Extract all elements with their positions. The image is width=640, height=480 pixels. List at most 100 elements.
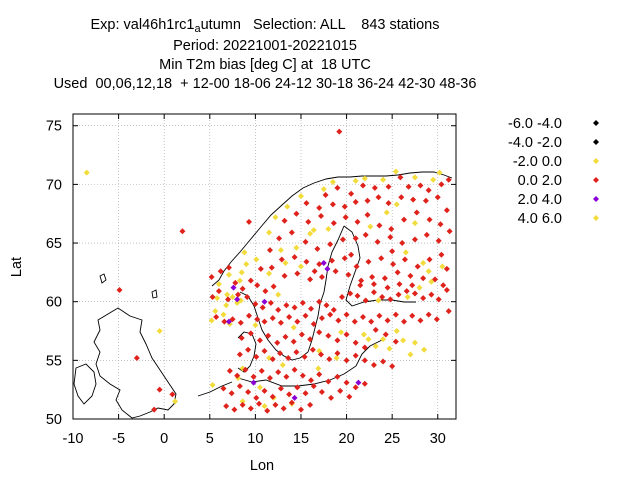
data-point-series-3: [370, 289, 377, 296]
data-point-series-3: [299, 372, 306, 379]
data-point-series-3: [352, 339, 359, 346]
data-point-series-3: [388, 225, 395, 232]
coastline-sweden-south: [239, 291, 309, 361]
data-point-series-3: [348, 251, 355, 258]
plot-frame: [72, 113, 457, 420]
x-tick-label: 10: [247, 431, 263, 447]
data-point-series-3: [277, 319, 284, 326]
data-point-series-3: [314, 245, 321, 252]
data-point-series-3: [392, 338, 399, 345]
data-point-series-3: [414, 263, 421, 270]
data-point-series-2: [416, 284, 423, 291]
data-point-series-3: [156, 386, 163, 393]
data-point-series-4: [320, 259, 327, 266]
data-point-series-3: [417, 182, 424, 189]
data-point-series-3: [357, 282, 364, 289]
x-axis-title: Lon: [250, 458, 274, 474]
data-point-series-3: [316, 329, 323, 336]
data-point-series-3: [280, 405, 287, 412]
data-point-series-2: [400, 337, 407, 344]
y-axis-title: Lat: [9, 257, 25, 277]
data-point-series-3: [308, 377, 315, 384]
data-point-series-3: [245, 218, 252, 225]
data-point-series-2: [310, 227, 317, 234]
data-point-series-2: [393, 201, 400, 208]
data-point-series-2: [266, 270, 273, 277]
data-point-series-2: [209, 381, 216, 388]
data-point-series-3: [330, 306, 337, 313]
data-point-series-3: [268, 264, 275, 271]
data-point-series-4: [355, 379, 362, 386]
y-tick-label: 50: [46, 412, 62, 428]
data-point-series-3: [235, 291, 242, 298]
data-point-series-3: [281, 217, 288, 224]
y-tick-label: 75: [46, 119, 62, 135]
data-point-series-3: [318, 315, 325, 322]
x-tick-label: 0: [160, 431, 168, 447]
data-point-series-3: [302, 390, 309, 397]
data-point-series-3: [369, 274, 376, 281]
data-point-series-3: [346, 393, 353, 400]
data-point-series-3: [422, 197, 429, 204]
data-point-series-3: [250, 373, 257, 380]
legend-label: -6.0 -4.0: [508, 116, 562, 132]
data-point-series-3: [247, 405, 254, 412]
data-point-series-3: [438, 251, 445, 258]
data-point-series-3: [316, 371, 323, 378]
data-point-series-3: [327, 311, 334, 318]
data-point-series-3: [347, 290, 354, 297]
x-tick-label: 20: [339, 431, 355, 447]
data-point-series-2: [380, 336, 387, 343]
data-point-series-3: [274, 339, 281, 346]
coastline-netherlands: [197, 381, 233, 397]
coastline-uk: [93, 307, 177, 419]
data-point-series-2: [290, 324, 297, 331]
data-point-series-3: [334, 184, 341, 191]
data-point-series-4: [261, 298, 268, 305]
data-point-series-2: [383, 209, 390, 216]
data-point-series-2: [380, 176, 387, 183]
data-point-series-4: [291, 394, 298, 401]
data-point-series-2: [253, 256, 260, 263]
data-point-series-3: [328, 257, 335, 264]
data-point-series-3: [323, 302, 330, 309]
data-point-series-2: [439, 263, 446, 270]
data-point-series-3: [343, 357, 350, 364]
data-point-series-3: [435, 237, 442, 244]
data-point-series-3: [294, 384, 301, 391]
data-point-series-3: [221, 318, 228, 325]
data-point-series-3: [385, 183, 392, 190]
data-point-series-3: [351, 318, 358, 325]
data-point-series-2: [325, 225, 332, 232]
data-point-series-3: [238, 335, 245, 342]
data-point-series-2: [372, 343, 379, 350]
data-point-series-4: [234, 296, 241, 303]
data-point-series-3: [285, 355, 292, 361]
data-point-series-2: [297, 193, 304, 200]
data-point-series-3: [334, 337, 341, 344]
data-point-series-3: [283, 373, 290, 380]
data-points: [83, 128, 453, 414]
data-point-series-3: [332, 268, 339, 275]
data-point-series-2: [293, 244, 300, 251]
data-point-series-3: [343, 331, 350, 338]
data-point-series-3: [330, 220, 337, 227]
data-point-series-3: [286, 391, 293, 398]
data-point-series-3: [257, 265, 264, 272]
data-point-series-3: [364, 211, 371, 218]
data-point-series-3: [387, 234, 394, 241]
data-point-series-2: [252, 322, 259, 329]
data-point-series-3: [353, 263, 360, 270]
data-point-series-3: [247, 277, 254, 284]
data-point-series-3: [215, 288, 222, 295]
data-point-series-3: [423, 231, 430, 238]
data-point-series-2: [329, 179, 336, 186]
data-point-series-3: [169, 391, 176, 398]
data-point-series-3: [385, 200, 392, 207]
data-point-series-2: [172, 398, 179, 405]
data-point-series-3: [302, 238, 309, 245]
data-point-series-2: [156, 328, 163, 335]
data-point-series-3: [392, 311, 399, 318]
data-point-series-3: [325, 332, 332, 339]
data-point-series-3: [266, 374, 273, 381]
